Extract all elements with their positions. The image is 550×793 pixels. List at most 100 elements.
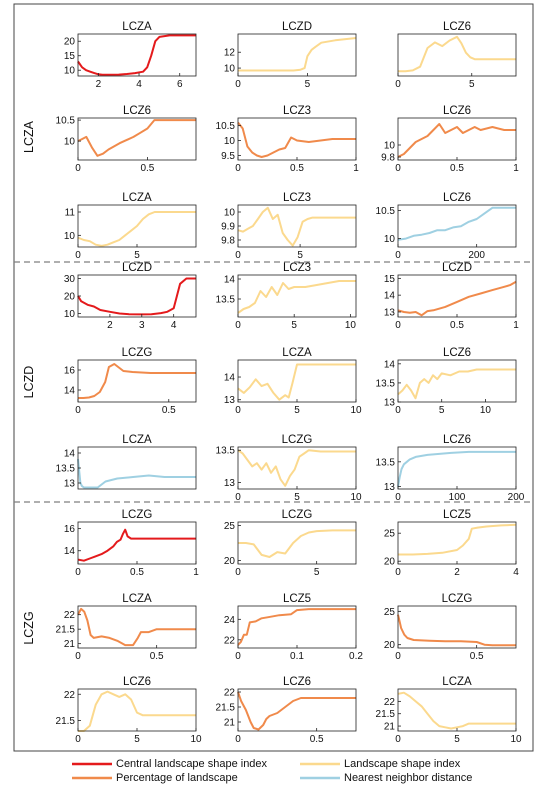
- y-tick-label: 13: [64, 479, 76, 490]
- x-tick-label: 5: [454, 734, 460, 745]
- x-tick-label: 10: [480, 405, 492, 416]
- y-tick-label: 13: [384, 482, 396, 493]
- series-line: [237, 206, 356, 247]
- y-tick-label: 21: [224, 718, 236, 729]
- series-line: [237, 280, 356, 314]
- series-line: [397, 368, 516, 400]
- x-tick-label: 0.5: [162, 405, 176, 416]
- subplot-title: LCZ5: [443, 509, 471, 521]
- y-tick-label: 22: [64, 690, 76, 701]
- x-tick-label: 5: [294, 405, 300, 416]
- subplot-title: LCZ6: [443, 347, 471, 359]
- series-line: [238, 529, 356, 558]
- subplot-axes: [237, 274, 357, 318]
- x-tick-label: 0: [235, 492, 241, 503]
- x-tick-label: 0: [235, 320, 241, 331]
- subplot-title: LCZA: [122, 434, 152, 446]
- y-tick-label: 14: [224, 373, 236, 384]
- y-tick-label: 10: [64, 231, 76, 242]
- y-tick-label: 13: [384, 307, 396, 318]
- y-tick-label: 22: [64, 610, 76, 621]
- y-tick-label: 14: [64, 546, 76, 557]
- x-tick-label: 5: [469, 79, 475, 90]
- x-tick-label: 5: [134, 734, 140, 745]
- x-tick-label: 0.5: [130, 567, 144, 578]
- subplot-title: LCZ3: [283, 105, 311, 117]
- x-tick-label: 200: [508, 492, 525, 503]
- legend-label: Nearest neighbor distance: [344, 772, 472, 784]
- series-line: [398, 523, 517, 556]
- subplot: LCZG 0 5 10 13 13.5: [216, 434, 362, 503]
- series-line: [237, 449, 356, 487]
- y-tick-label: 13.5: [376, 378, 396, 389]
- subplot-title: LCZ6: [443, 434, 471, 446]
- y-tick-label: 21.5: [376, 709, 396, 720]
- x-tick-label: 0.5: [470, 651, 484, 662]
- x-tick-label: 0.1: [290, 651, 304, 662]
- y-tick-label: 9.5: [221, 151, 235, 162]
- x-tick-label: 0.5: [450, 320, 464, 331]
- subplot-axes: [397, 33, 517, 77]
- subplot-title: LCZA: [122, 192, 152, 204]
- subplot: LCZ6 0 0.5 1 9.810: [381, 105, 519, 174]
- series-line: [397, 691, 516, 730]
- subplot: LCZ3 0 0.5 1 9.5 10 10.5: [216, 105, 360, 174]
- subplot-title: LCZA: [122, 593, 152, 605]
- x-tick-label: 0: [235, 405, 241, 416]
- y-tick-label: 12: [224, 48, 236, 59]
- x-tick-label: 5: [294, 492, 300, 503]
- subplot-axes: [237, 688, 357, 732]
- subplot: LCZD 2 3 4 10 20 30: [64, 262, 197, 331]
- subplot-title: LCZ6: [443, 105, 471, 117]
- subplot: LCZ6 0 200 10 10.5: [376, 192, 517, 261]
- group-label: LCZG: [22, 611, 36, 644]
- series-line: [398, 35, 516, 73]
- subplot: LCZD 0 0.5 1 13 14 15: [384, 262, 519, 331]
- y-tick-label: 22: [224, 635, 236, 646]
- x-tick-label: 0: [75, 163, 81, 174]
- y-tick-label: 25: [384, 529, 396, 540]
- subplot-title: LCZG: [282, 509, 313, 521]
- x-tick-label: 0: [235, 567, 241, 578]
- y-tick-label: 10: [384, 234, 396, 245]
- y-tick-label: 24: [224, 615, 236, 626]
- x-tick-label: 0: [395, 79, 401, 90]
- y-tick-label: 10: [224, 136, 236, 147]
- y-tick-label: 9.9: [221, 222, 235, 233]
- x-tick-label: 5: [297, 250, 303, 261]
- x-tick-label: 0.5: [450, 163, 464, 174]
- x-tick-label: 10: [510, 734, 522, 745]
- subplot: LCZ6 0 5 10 13 13.5 14: [376, 347, 517, 416]
- y-tick-label: 14: [64, 386, 76, 397]
- y-tick-label: 15: [64, 51, 76, 62]
- x-tick-label: 0: [75, 734, 81, 745]
- legend-label: Central landscape shape index: [116, 758, 268, 770]
- subplot-axes: [397, 274, 517, 318]
- subplot-title: LCZ6: [283, 676, 311, 688]
- x-tick-label: 2: [107, 320, 113, 331]
- y-tick-label: 22: [224, 688, 236, 699]
- series-line: [77, 119, 196, 157]
- subplot-title: LCZ6: [443, 192, 471, 204]
- subplot-axes: [77, 605, 197, 649]
- subplot-axes: [237, 446, 357, 490]
- y-tick-label: 13.5: [376, 457, 396, 468]
- y-tick-label: 11: [65, 208, 76, 219]
- subplot-title: LCZD: [442, 262, 472, 274]
- y-tick-label: 16: [64, 524, 76, 535]
- subplot-axes: [397, 204, 517, 248]
- y-tick-label: 25: [224, 521, 236, 532]
- subplot-axes: [237, 521, 357, 565]
- y-tick-label: 20: [64, 292, 76, 303]
- subplot-axes: [77, 521, 197, 565]
- subplot-title: LCZG: [442, 593, 473, 605]
- series-line: [77, 277, 196, 316]
- x-tick-label: 0: [395, 405, 401, 416]
- subplot-title: LCZG: [122, 509, 153, 521]
- subplot-title: LCZA: [442, 676, 472, 688]
- subplot: LCZD 0 5 10 12: [224, 21, 357, 90]
- series-line: [397, 206, 516, 241]
- figure-border: [13, 3, 534, 752]
- x-tick-label: 6: [177, 79, 183, 90]
